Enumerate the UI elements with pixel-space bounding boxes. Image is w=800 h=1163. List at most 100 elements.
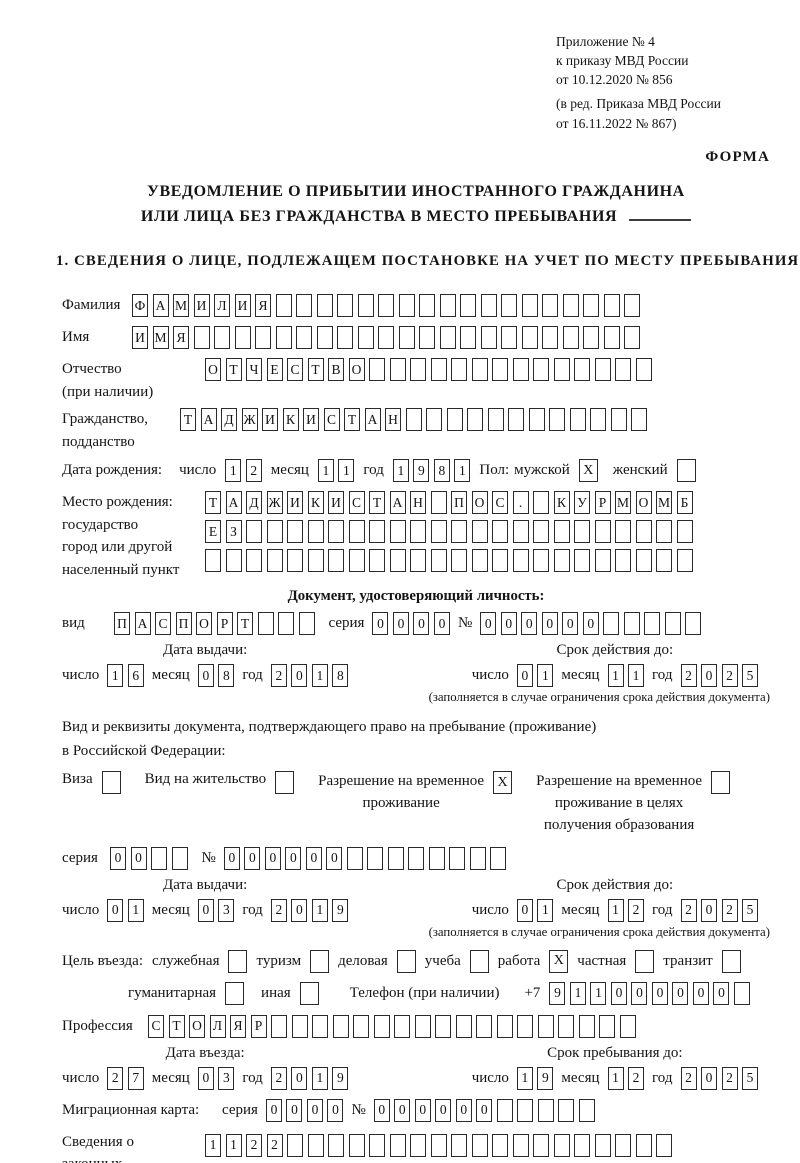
valid-until-label: Срок действия до: bbox=[556, 876, 674, 893]
form-cell: 1 bbox=[537, 664, 554, 688]
form-title: УВЕДОМЛЕНИЕ О ПРИБЫТИИ ИНОСТРАННОГО ГРАЖ… bbox=[62, 180, 770, 230]
form-cell bbox=[480, 294, 497, 318]
form-cell: Д bbox=[221, 408, 237, 432]
form-cell: М bbox=[615, 491, 631, 515]
year-label: год bbox=[363, 462, 384, 479]
form-cell bbox=[430, 549, 447, 573]
form-cell bbox=[346, 846, 363, 870]
form-cell: П bbox=[175, 612, 192, 636]
form-cell: 1 bbox=[516, 1066, 533, 1090]
form-cell: 2 bbox=[680, 664, 697, 688]
temp-residence-label-line1: Разрешение на временное bbox=[318, 773, 485, 790]
form-cell bbox=[328, 549, 344, 573]
form-cell bbox=[528, 408, 545, 432]
form-cell bbox=[389, 1133, 406, 1157]
form-cell: 1 bbox=[311, 664, 328, 688]
form-cell: 0 bbox=[701, 898, 717, 922]
tourism-label: туризм bbox=[256, 952, 302, 969]
form-cell: 0 bbox=[197, 1066, 214, 1090]
humanitarian-phone-row: гуманитарная иная Телефон (при наличии) … bbox=[62, 981, 770, 1005]
form-cell bbox=[542, 326, 558, 350]
form-cell bbox=[599, 1014, 615, 1038]
citizenship-label-line1: Гражданство, bbox=[62, 411, 149, 428]
form-cell: 1 bbox=[569, 981, 586, 1005]
issue-date-label: Дата выдачи: bbox=[163, 642, 248, 659]
form-cell: 0 bbox=[291, 898, 308, 922]
form-cell: 1 bbox=[607, 664, 624, 688]
form-cell bbox=[378, 294, 394, 318]
residence-permit-label: Вид на жительство bbox=[144, 771, 267, 788]
form-cell: 0 bbox=[701, 1066, 717, 1090]
month-label: месяц bbox=[561, 901, 600, 918]
form-cell: Н bbox=[385, 408, 401, 432]
form-cell: Т bbox=[369, 491, 385, 515]
form-cell bbox=[312, 1014, 328, 1038]
form-cell: К bbox=[307, 491, 324, 515]
form-cell bbox=[369, 549, 385, 573]
temp-residence-education-label-line2: проживание в целях bbox=[554, 795, 684, 812]
form-cell bbox=[610, 408, 627, 432]
form-cell bbox=[460, 294, 476, 318]
form-label: ФОРМА bbox=[705, 148, 770, 165]
form-cell: С bbox=[155, 612, 171, 636]
form-cell: И bbox=[234, 294, 251, 318]
form-cell: 0 bbox=[455, 1098, 472, 1122]
form-cell bbox=[558, 1014, 574, 1038]
day-label: число bbox=[471, 901, 509, 918]
number-label: № bbox=[201, 849, 216, 866]
form-cell: С bbox=[492, 491, 508, 515]
year-label: год bbox=[652, 667, 673, 684]
form-cell: 1 bbox=[537, 898, 554, 922]
form-cell: М bbox=[152, 326, 169, 350]
form-cell: Т bbox=[225, 358, 242, 382]
form-cell bbox=[353, 1014, 369, 1038]
form-cell bbox=[492, 1133, 508, 1157]
checkbox-transit bbox=[721, 949, 741, 973]
form-title-line1: УВЕДОМЛЕНИЕ О ПРИБЫТИИ ИНОСТРАННОГО ГРАЖ… bbox=[147, 182, 685, 200]
form-cell bbox=[255, 326, 271, 350]
form-cell bbox=[656, 520, 672, 544]
form-cell bbox=[594, 520, 611, 544]
form-cell: 2 bbox=[721, 898, 738, 922]
birth-place-label-line2: государство bbox=[62, 516, 139, 533]
form-cell bbox=[537, 1098, 554, 1122]
form-cell bbox=[328, 1133, 344, 1157]
form-cell: К bbox=[553, 491, 570, 515]
form-cell: Ж bbox=[241, 408, 258, 432]
form-cell bbox=[512, 1133, 529, 1157]
form-cell: 0 bbox=[327, 1098, 344, 1122]
form-cell bbox=[369, 520, 385, 544]
identity-doc-heading: Документ, удостоверяющий личность: bbox=[287, 588, 545, 605]
visit-purpose-row: Цель въезда: служебная туризм деловая уч… bbox=[62, 949, 770, 973]
form-cell: 2 bbox=[245, 459, 262, 483]
form-cell bbox=[533, 520, 549, 544]
form-cell: 2 bbox=[721, 664, 738, 688]
form-cell: О bbox=[635, 491, 652, 515]
form-cell bbox=[367, 846, 384, 870]
year-label: год bbox=[652, 1069, 673, 1086]
form-cell bbox=[533, 1133, 549, 1157]
form-cell bbox=[574, 520, 590, 544]
form-cell: 0 bbox=[285, 846, 302, 870]
birth-place-label-line3: город или другой bbox=[62, 539, 173, 556]
form-cell bbox=[214, 326, 230, 350]
form-cell bbox=[578, 1098, 595, 1122]
form-cell bbox=[389, 520, 406, 544]
form-cell bbox=[451, 549, 467, 573]
form-cell: Я bbox=[230, 1014, 246, 1038]
form-cell: 0 bbox=[372, 612, 389, 636]
form-cell bbox=[316, 294, 333, 318]
doc-kind-label: вид bbox=[62, 615, 85, 632]
form-cell bbox=[635, 520, 652, 544]
form-cell: 6 bbox=[127, 664, 144, 688]
